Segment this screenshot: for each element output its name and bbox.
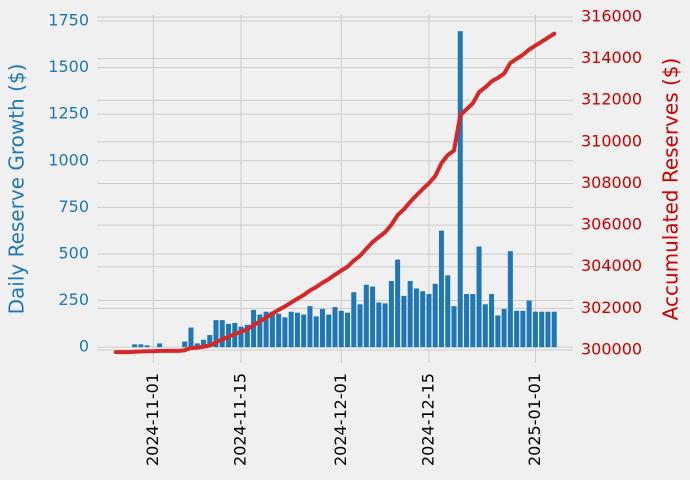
bar	[307, 306, 313, 348]
bar	[338, 310, 344, 348]
y2-tick-label: 316000	[581, 6, 642, 25]
bar	[413, 288, 419, 348]
y2-tick-label: 314000	[581, 48, 642, 67]
y-tick-label: 500	[58, 243, 89, 262]
bar	[194, 343, 200, 348]
bar	[532, 311, 538, 348]
bar	[551, 311, 557, 348]
bar	[507, 251, 513, 348]
bar	[438, 230, 444, 348]
bar	[188, 327, 194, 348]
bar	[351, 292, 357, 348]
y-tick-label: 1000	[48, 150, 89, 169]
bar	[269, 311, 275, 348]
y2-axis-label: Accumulated Reserves ($)	[659, 58, 683, 321]
y-tick-label: 0	[79, 337, 89, 356]
bar	[376, 302, 382, 348]
bar	[200, 339, 206, 348]
line	[113, 31, 557, 355]
bar	[501, 308, 507, 348]
x-tick-label: 2024-11-15	[231, 373, 250, 466]
bar	[263, 311, 269, 348]
bar	[464, 294, 470, 348]
bar	[301, 314, 307, 348]
bar	[401, 295, 407, 348]
bar	[526, 300, 532, 348]
bar	[470, 294, 476, 348]
bar	[520, 310, 526, 348]
bar	[157, 343, 163, 348]
bar	[326, 314, 332, 348]
y-tick-label: 750	[58, 197, 89, 216]
bar	[257, 314, 263, 348]
bar	[545, 311, 551, 348]
bar	[132, 344, 138, 348]
y2-tick-label: 308000	[581, 173, 642, 192]
bar	[395, 259, 401, 348]
bar	[432, 283, 438, 348]
bar	[514, 310, 520, 348]
x-tick-label: 2024-11-01	[143, 373, 162, 466]
bar	[370, 286, 376, 348]
bar	[238, 326, 244, 348]
bar	[213, 320, 219, 348]
bar	[282, 317, 288, 348]
x-tick-label: 2024-12-01	[331, 373, 350, 466]
bar	[539, 311, 545, 348]
bar	[345, 312, 351, 348]
bar	[244, 324, 250, 348]
bar	[457, 31, 463, 348]
bar	[489, 294, 495, 348]
bar	[144, 345, 150, 348]
bar	[357, 304, 363, 348]
bar	[445, 275, 451, 348]
bar	[382, 303, 388, 348]
bar	[319, 308, 325, 348]
y-tick-label: 1250	[48, 104, 89, 123]
bar	[451, 306, 457, 348]
x-tick-label: 2025-01-01	[525, 373, 544, 466]
bar	[251, 309, 257, 348]
bar	[219, 320, 225, 348]
bar	[332, 307, 338, 348]
y2-tick-label: 312000	[581, 90, 642, 109]
y2-tick-label: 306000	[581, 215, 642, 234]
bar	[495, 315, 501, 348]
y2-tick-label: 300000	[581, 339, 642, 358]
bar	[207, 335, 213, 348]
bar	[313, 316, 319, 348]
y2-tick-label: 302000	[581, 298, 642, 317]
bar	[420, 291, 426, 348]
bar	[407, 280, 413, 348]
y-tick-label: 1750	[48, 10, 89, 29]
bar	[476, 246, 482, 348]
y-tick-label: 250	[58, 290, 89, 309]
y2-tick-label: 304000	[581, 256, 642, 275]
bar	[388, 280, 394, 348]
bar	[426, 294, 432, 348]
bar	[288, 311, 294, 348]
bar	[482, 304, 488, 348]
bar	[294, 312, 300, 348]
bar	[138, 344, 144, 348]
x-tick-label: 2024-12-15	[418, 373, 437, 466]
y-axis-label: Daily Reserve Growth ($)	[5, 64, 29, 315]
bar	[363, 284, 369, 348]
bar	[182, 341, 188, 348]
y2-tick-label: 310000	[581, 131, 642, 150]
bar	[276, 313, 282, 348]
y-tick-label: 1500	[48, 57, 89, 76]
